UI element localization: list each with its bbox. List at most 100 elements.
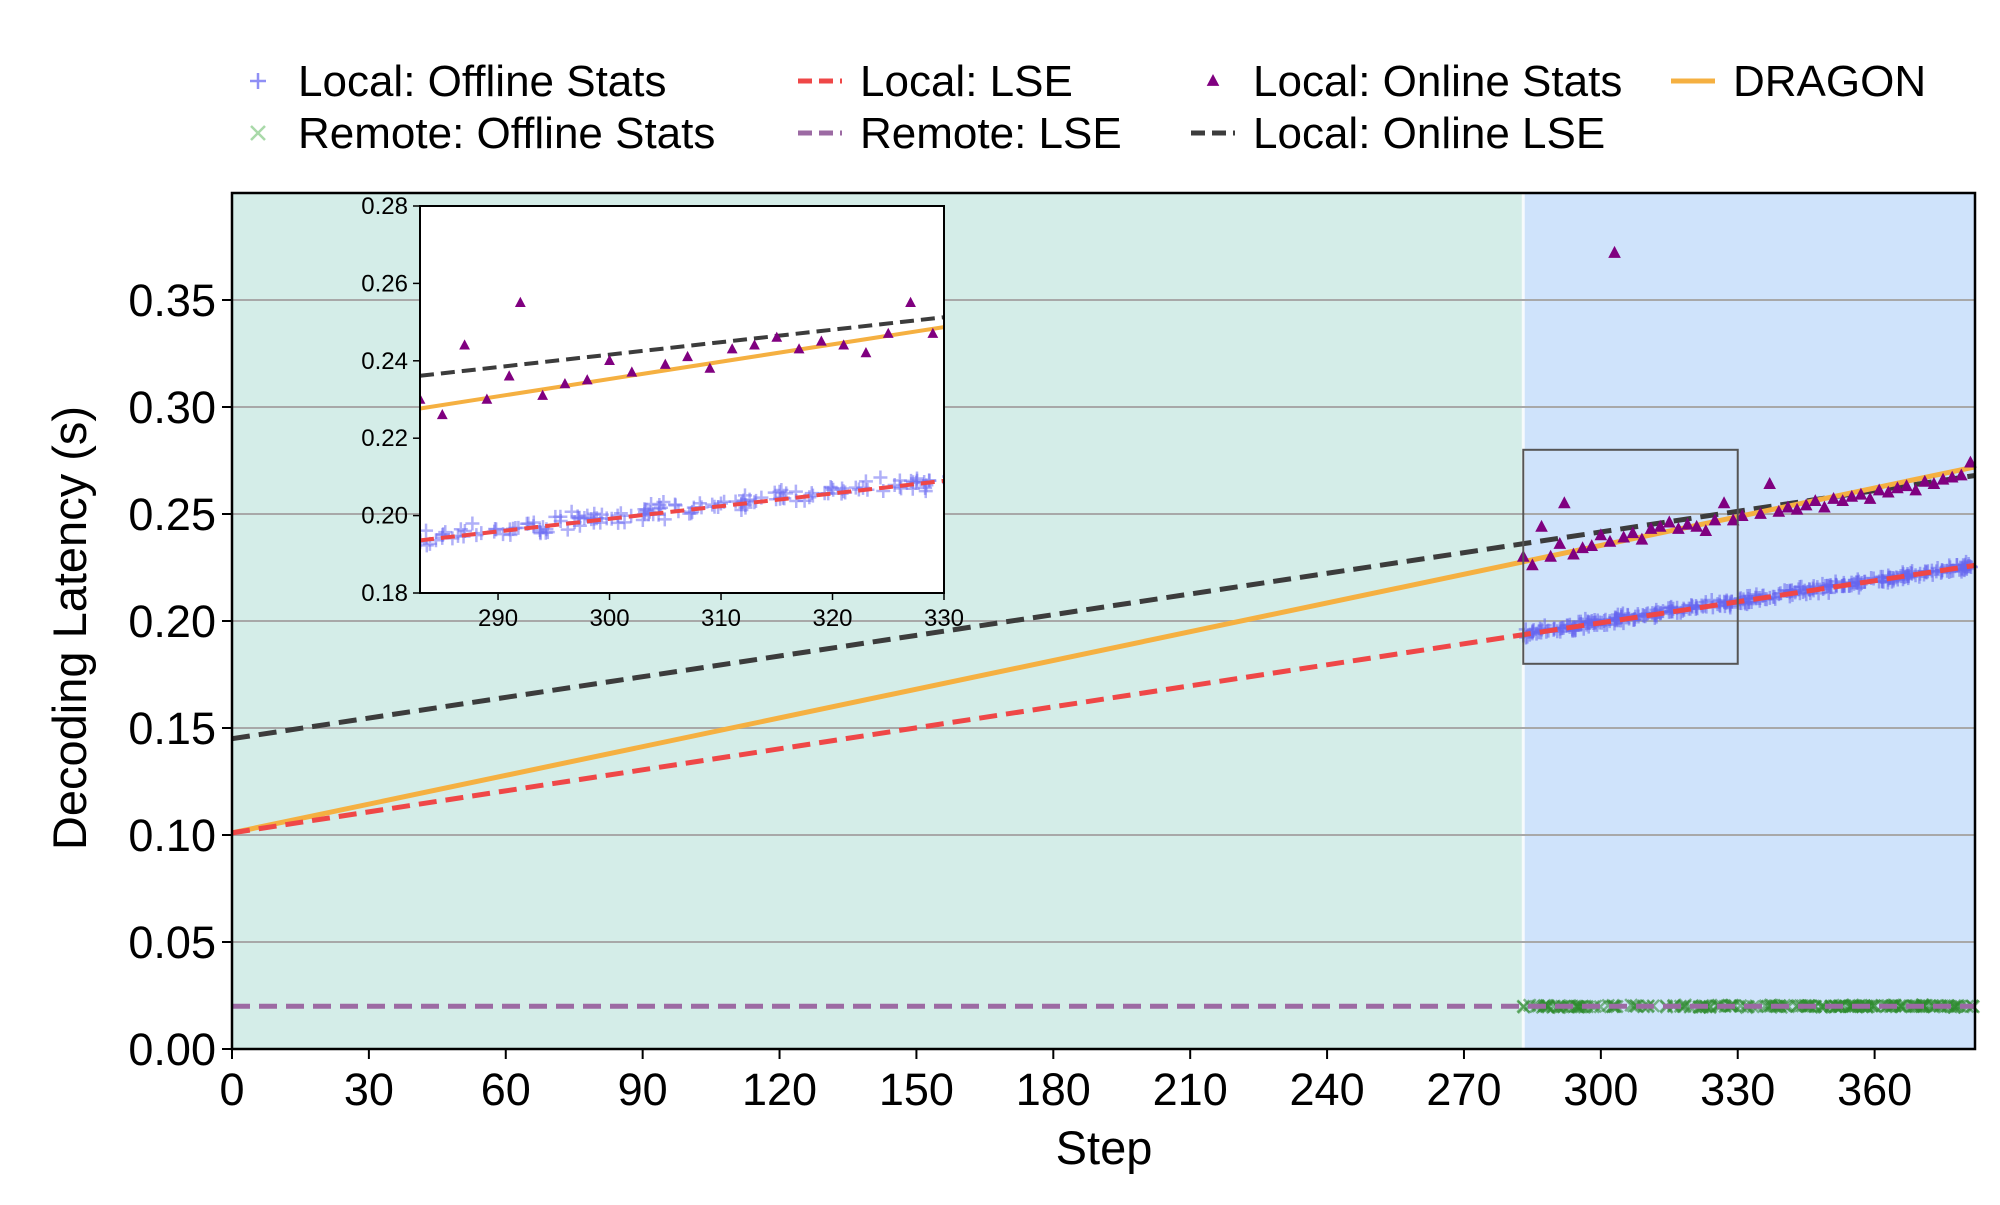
marker-plus [465,516,480,531]
marker-triangle [771,331,783,342]
inset-contents [420,296,944,553]
zoom-box [1522,448,1739,665]
marker-triangle [1608,245,1621,258]
marker-triangle [1845,489,1859,502]
marker-triangle [726,343,738,354]
legend-label: Local: Offline Stats [298,57,667,106]
marker-triangle [1653,519,1667,532]
marker-triangle [1781,500,1795,513]
marker-plus [772,484,787,499]
marker-triangle [1872,483,1886,496]
marker-triangle [1635,532,1649,545]
marker-triangle [503,370,515,381]
marker-triangle [1558,496,1571,509]
main-plot: 0.00 0.05 0.10 0.15 0.20 0.25 0.30 0.35 0 30 60 90 1… [128,191,1981,1115]
x-tick-label: 90 [618,1064,668,1115]
marker-triangle [420,393,426,404]
marker-x [1763,998,1778,1012]
inset-y-tick-label: 0.20 [361,503,408,530]
inset-y-tick-label: 0.24 [361,348,408,375]
legend-item: Local: Offline Stats [250,57,667,106]
marker-triangle [1900,479,1913,492]
marker-x [250,125,266,141]
marker-triangle [749,339,760,350]
marker-triangle [1585,539,1599,551]
inset-line [420,325,944,411]
marker-triangle [1567,547,1580,560]
marker-triangle [815,335,827,346]
marker-triangle [1717,496,1731,509]
marker-triangle [1690,519,1703,532]
marker-plus [250,73,266,89]
marker-triangle [682,350,693,362]
marker-triangle [581,374,593,385]
x-tick-label: 120 [742,1064,817,1115]
marker-triangle [1909,483,1922,496]
marker-triangle [1708,513,1722,526]
marker-plus [453,522,468,537]
x-tick-label: 60 [481,1064,531,1115]
marker-triangle [1544,549,1557,562]
inset-x-tick-label: 330 [924,605,964,632]
legend-item: Local: Online Stats [1206,57,1622,106]
marker-triangle [838,339,850,350]
series-local-online-stats [1516,245,1977,571]
y-tick-label: 0.20 [128,596,216,647]
inset-x-tick-label: 290 [478,605,518,632]
y-tick-label: 0.35 [128,275,216,326]
marker-triangle [1644,521,1658,534]
x-tick-label: 210 [1153,1064,1228,1115]
marker-triangle [1626,526,1640,539]
marker-x [1540,999,1554,1013]
marker-triangle [1576,541,1589,554]
legend-item: Remote: LSE [798,109,1122,158]
marker-x [1733,998,1748,1013]
marker-triangle [1790,502,1804,515]
y-tick-label: 0.00 [128,1024,216,1075]
marker-plus [858,474,873,489]
legend-label: Remote: Offline Stats [298,109,715,158]
marker-x [1894,998,1909,1013]
y-tick-label: 0.25 [128,489,216,540]
inset-y-tick-label: 0.18 [361,580,408,607]
marker-triangle [481,393,493,404]
marker-triangle [1936,472,1950,485]
marker-triangle [927,327,939,338]
legend-label: Local: Online LSE [1253,109,1605,158]
marker-triangle [1918,474,1932,487]
marker-plus [548,509,563,524]
y-tick-label: 0.10 [128,810,216,861]
legend-label: DRAGON [1733,57,1926,106]
line-local-lse [231,562,1976,836]
legend-label: Remote: LSE [860,109,1122,158]
x-tick-label: 330 [1700,1064,1775,1115]
marker-triangle [1662,515,1676,528]
marker-plus [1957,563,1972,578]
series-local-offline-stats [1516,554,1978,645]
marker-x [1864,998,1879,1013]
marker-triangle [1827,492,1840,504]
marker-triangle [704,362,716,373]
marker-triangle [1955,468,1968,481]
marker-plus [894,481,909,496]
y-tick-label: 0.05 [128,917,216,968]
x-tick-label: 360 [1837,1064,1912,1115]
marker-triangle [1617,530,1630,543]
marker-plus [610,508,625,523]
marker-triangle [1836,494,1849,507]
x-axis-title: Step [1056,1121,1153,1174]
x-tick-label: 300 [1563,1064,1638,1115]
marker-triangle [604,354,615,365]
marker-triangle [1854,487,1868,500]
marker-triangle [559,378,571,389]
x-tick-label: 30 [344,1064,394,1115]
marker-x [1624,998,1639,1012]
line-local-online-lse [231,473,1976,742]
x-tick-label: 270 [1426,1064,1501,1115]
marker-triangle [1818,500,1831,513]
marker-triangle [1526,558,1539,571]
y-axis-title: Decoding Latency (s) [43,406,96,850]
marker-plus [1954,564,1969,579]
marker-plus [496,527,511,542]
